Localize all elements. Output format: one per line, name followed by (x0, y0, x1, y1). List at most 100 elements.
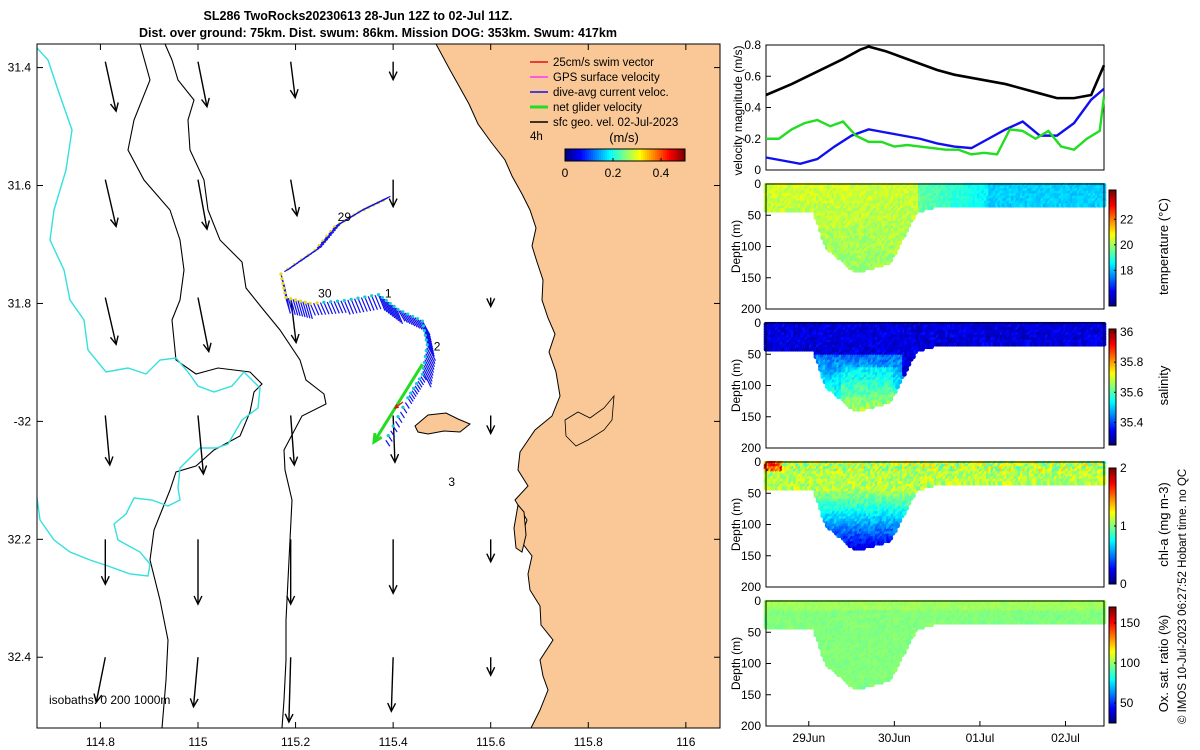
current-vector (417, 318, 426, 332)
current-vector (360, 297, 368, 312)
current-vector (294, 299, 301, 317)
map-colorbar-swatch (641, 149, 644, 161)
current-vector (297, 300, 304, 317)
current-vector (328, 229, 337, 235)
track-point (342, 298, 346, 303)
map-colorbar-swatch (589, 149, 592, 161)
map-ytick-label: 31.4 (8, 61, 32, 75)
map-colorbar-swatch (575, 149, 578, 161)
map-colorbar-label: (m/s) (609, 130, 639, 145)
geo-velocity-arrow (95, 657, 106, 703)
swim-vector (394, 401, 404, 409)
current-vector (423, 362, 434, 379)
track-point (283, 291, 287, 295)
track-point (406, 396, 410, 400)
track-point (415, 317, 420, 321)
track-point (315, 301, 319, 305)
current-vector (347, 299, 355, 315)
current-vector (425, 339, 435, 355)
velocity-ytick-label: 0.6 (744, 69, 761, 83)
track-point (293, 298, 298, 302)
map-colorbar-swatch (655, 149, 658, 161)
map-colorbar-swatch (665, 149, 668, 161)
section-ytick-label: 100 (741, 240, 761, 254)
geo-velocity-arrow (197, 415, 205, 475)
map-island-garden (513, 503, 527, 553)
map-colorbar-swatch (593, 149, 596, 161)
current-vector (350, 299, 358, 314)
geo-velocity-arrow-head (486, 553, 496, 564)
map-colorbar-swatch (601, 149, 604, 161)
day-label: 30 (318, 287, 332, 301)
map-colorbar-swatch (669, 149, 672, 161)
geo-velocity-arrow (104, 179, 117, 227)
map-axes: 114.8 115 115.2 115.4 115.6 115.8 11631.431.63… (8, 44, 720, 749)
map-colorbar-swatch (627, 149, 630, 161)
track-point (279, 272, 283, 276)
map-colorbar-swatch (625, 149, 628, 161)
current-vector (333, 301, 340, 314)
current-vector (423, 330, 433, 345)
track-point (420, 372, 425, 376)
current-vector (309, 303, 316, 316)
swim-vector-head (393, 404, 400, 409)
section-point (888, 257, 894, 263)
section-points-temperature (763, 182, 1107, 273)
geo-velocity-arrow-head (198, 465, 208, 476)
section-ytick-label: 200 (741, 302, 761, 316)
map-colorbar-swatch (605, 149, 608, 161)
map-ytick-label: 31.8 (8, 296, 32, 310)
section-colorbar-tick-label: 22 (1120, 212, 1134, 226)
velocity-ytick-label: 0.8 (744, 38, 761, 52)
geo-velocity-arrow-head (193, 595, 203, 606)
map-isobath-1000 (127, 44, 263, 728)
map-colorbar-swatch (651, 149, 654, 161)
current-vector (313, 302, 320, 316)
current-vector (422, 370, 432, 388)
current-vector (407, 313, 416, 327)
map-colorbar-swatch (607, 149, 610, 161)
map-xtick-label: 115.4 (379, 735, 408, 749)
track-point (329, 300, 333, 304)
geo-vector-group (93, 61, 496, 724)
map-colorbar-swatch (587, 149, 590, 161)
map-colorbar-swatch (591, 149, 594, 161)
map-colorbar-swatch (671, 149, 674, 161)
map-colorbar-swatch (657, 149, 660, 161)
map-colorbar-swatch (565, 149, 568, 161)
geo-velocity-arrow (197, 297, 210, 352)
geo-velocity-arrow (104, 61, 117, 112)
section-colorbar-label: temperature (°C) (1156, 198, 1171, 295)
section-point (895, 245, 900, 251)
geo-velocity-arrow-head (390, 453, 400, 464)
section-ytick-label: 0 (754, 177, 761, 191)
track-point (424, 338, 428, 342)
map-colorbar-swatch (653, 149, 656, 161)
track-point (396, 415, 400, 419)
track-point (414, 382, 419, 386)
map-isobath-200 (164, 44, 327, 728)
section-ylabel: Depth (m) (729, 220, 743, 273)
section-point (906, 222, 912, 228)
current-vector (425, 353, 435, 370)
isobaths-label: isobaths: 0 200 1000m (49, 693, 170, 707)
current-vector (412, 316, 421, 329)
current-vector (292, 299, 299, 316)
section-point (897, 240, 903, 246)
map-colorbar-swatch (633, 149, 636, 161)
current-vector (402, 311, 411, 325)
current-vector (424, 356, 435, 373)
geo-velocity-arrow-head (486, 425, 496, 436)
geo-velocity-arrow (288, 657, 292, 723)
geo-velocity-arrow-head (388, 71, 398, 82)
map-colorbar-swatch (643, 149, 646, 161)
track-point (376, 293, 381, 297)
section-point (892, 250, 898, 256)
section-colorbar-tick-label: 20 (1120, 238, 1134, 252)
legend-swim-label: 25cm/s swim vector (553, 57, 654, 69)
map-ytick-label: -32 (14, 414, 32, 428)
current-vector (399, 411, 405, 419)
